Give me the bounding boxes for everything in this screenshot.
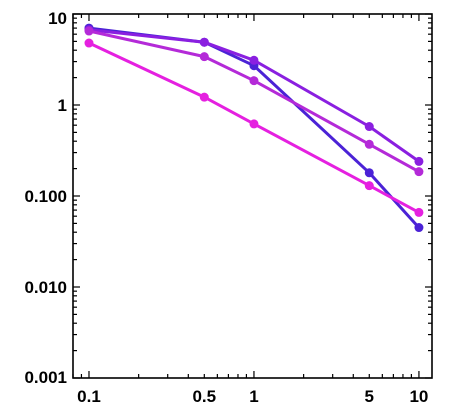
series-3-point (199, 52, 209, 62)
series-4-point (199, 92, 209, 102)
x-tick-label: 5 (365, 387, 374, 406)
y-tick-label: 0.010 (24, 278, 67, 297)
x-tick-label: 0.1 (77, 387, 101, 406)
series-4-point (84, 38, 94, 48)
x-tick-label: 10 (409, 387, 428, 406)
series-group (84, 23, 424, 233)
y-tick-label: 0.001 (24, 368, 67, 387)
series-3-point (249, 76, 259, 86)
axis-tick-labels: 0.001 0.010 0.100 1 10 0.1 0.5 1 5 10 (24, 9, 428, 406)
x-tick-label: 1 (249, 387, 258, 406)
series-1-point (364, 168, 374, 178)
series-2-point (364, 122, 374, 132)
series-3-point (84, 26, 94, 36)
y-tick-label: 1 (58, 96, 67, 115)
y-tick-label: 0.100 (24, 187, 67, 206)
series-3-point (364, 139, 374, 149)
series-4-point (249, 119, 259, 129)
series-2-point (249, 55, 259, 65)
axis-ticks (72, 13, 432, 379)
series-2-point (199, 37, 209, 47)
x-tick-label: 0.5 (192, 387, 216, 406)
series-4-point (414, 207, 424, 217)
series-3-point (414, 167, 424, 177)
series-2-point (414, 156, 424, 166)
y-tick-label: 10 (48, 9, 67, 28)
series-1-point (414, 223, 424, 233)
series-4-point (364, 181, 374, 191)
series-line-3 (88, 29, 420, 174)
